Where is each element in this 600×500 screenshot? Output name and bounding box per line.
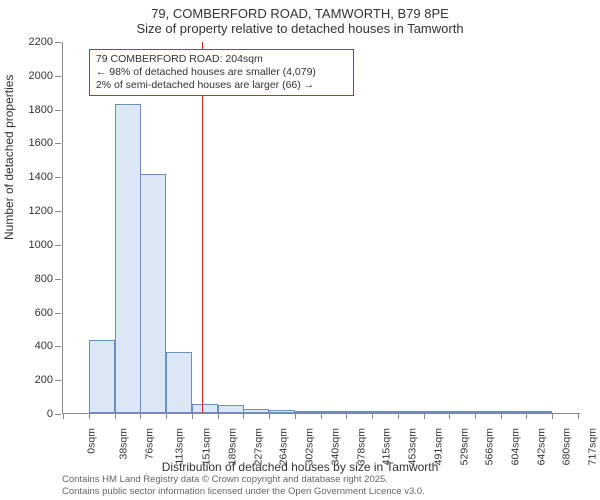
x-tick (321, 413, 322, 419)
x-tick (552, 413, 553, 419)
histogram-bar (192, 404, 218, 413)
y-tick-label: 200 (35, 374, 63, 386)
y-tick-label: 1600 (29, 137, 63, 149)
x-tick (115, 413, 116, 419)
y-tick-label: 800 (35, 273, 63, 285)
attribution-line2: Contains public sector information licen… (62, 486, 425, 497)
annotation-line-2: 2% of semi-detached houses are larger (6… (96, 79, 347, 92)
x-tick (63, 413, 64, 419)
x-tick (501, 413, 502, 419)
x-tick (449, 413, 450, 419)
x-tick (218, 413, 219, 419)
y-axis-label: Number of detached properties (2, 75, 16, 240)
marker-line (202, 42, 203, 413)
histogram-bar (449, 411, 475, 413)
chart-title-line2: Size of property relative to detached ho… (0, 21, 600, 36)
x-tick (295, 413, 296, 419)
x-tick (346, 413, 347, 419)
plot-area: 0200400600800100012001400160018002000220… (62, 42, 580, 414)
x-tick (89, 413, 90, 419)
x-tick-label: 0sqm (86, 428, 98, 454)
histogram-bar (115, 104, 141, 413)
x-tick (243, 413, 244, 419)
x-tick (140, 413, 141, 419)
y-tick-label: 1800 (29, 104, 63, 116)
x-tick-label: 38sqm (117, 428, 129, 460)
x-tick-label: 76sqm (143, 428, 155, 460)
x-tick (192, 413, 193, 419)
histogram-bar (346, 411, 372, 413)
histogram-bar (398, 411, 424, 413)
histogram-bar (501, 411, 527, 413)
histogram-bar (372, 411, 398, 413)
x-tick (526, 413, 527, 419)
x-tick (424, 413, 425, 419)
x-axis-label: Distribution of detached houses by size … (0, 460, 600, 474)
attribution-text: Contains HM Land Registry data © Crown c… (62, 474, 425, 498)
y-tick-label: 600 (35, 307, 63, 319)
chart-title-line1: 79, COMBERFORD ROAD, TAMWORTH, B79 8PE (0, 6, 600, 21)
histogram-bar (89, 340, 115, 413)
y-tick-label: 1400 (29, 171, 63, 183)
histogram-bar (424, 411, 450, 413)
x-tick (398, 413, 399, 419)
attribution-line1: Contains HM Land Registry data © Crown c… (62, 474, 388, 485)
histogram-bar (269, 410, 295, 413)
x-tick (269, 413, 270, 419)
annotation-line-1: ← 98% of detached houses are smaller (4,… (96, 66, 347, 79)
y-tick-label: 2200 (29, 36, 63, 48)
y-tick-label: 2000 (29, 70, 63, 82)
x-tick (372, 413, 373, 419)
histogram-bar (321, 411, 347, 413)
histogram-bar (295, 411, 321, 413)
x-tick (578, 413, 579, 419)
y-tick-label: 1200 (29, 205, 63, 217)
y-tick-label: 0 (47, 408, 63, 420)
x-tick (475, 413, 476, 419)
x-tick (166, 413, 167, 419)
y-tick-label: 400 (35, 340, 63, 352)
histogram-bar (218, 405, 244, 413)
histogram-bar (526, 411, 552, 413)
histogram-bar (243, 409, 269, 413)
histogram-bar (166, 352, 192, 413)
y-tick-label: 1000 (29, 239, 63, 251)
histogram-bar (475, 411, 501, 413)
annotation-box: 79 COMBERFORD ROAD: 204sqm← 98% of detac… (89, 49, 354, 96)
histogram-bar (140, 174, 166, 413)
annotation-line-0: 79 COMBERFORD ROAD: 204sqm (96, 53, 347, 66)
